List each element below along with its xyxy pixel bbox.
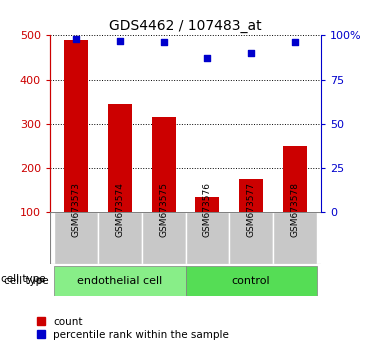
Text: GSM673574: GSM673574	[115, 182, 125, 237]
Bar	[152, 117, 176, 212]
Bar	[55, 266, 186, 296]
Text: cell type: cell type	[4, 275, 48, 286]
Text: cell type: cell type	[1, 274, 46, 284]
Bar	[55, 212, 98, 264]
Point	[204, 56, 210, 61]
Text: GSM673573: GSM673573	[72, 182, 81, 237]
Text: endothelial cell: endothelial cell	[77, 275, 162, 286]
Bar	[229, 212, 273, 264]
Point	[292, 40, 298, 45]
Title: GDS4462 / 107483_at: GDS4462 / 107483_at	[109, 19, 262, 33]
Point	[117, 38, 123, 44]
Text: GSM673578: GSM673578	[290, 182, 299, 237]
Text: GSM673577: GSM673577	[246, 182, 256, 237]
Bar	[142, 212, 186, 264]
Legend: count, percentile rank within the sample: count, percentile rank within the sample	[37, 317, 229, 340]
Text: control: control	[232, 275, 270, 286]
Bar	[64, 40, 88, 212]
Bar	[108, 104, 132, 212]
Text: GSM673575: GSM673575	[159, 182, 168, 237]
Bar	[186, 212, 229, 264]
Bar	[195, 197, 219, 212]
Point	[161, 40, 167, 45]
Point	[73, 36, 79, 42]
Point	[248, 50, 254, 56]
Bar	[239, 179, 263, 212]
Bar	[186, 266, 316, 296]
Bar	[273, 212, 316, 264]
Bar	[283, 146, 307, 212]
Text: GSM673576: GSM673576	[203, 182, 212, 237]
Bar	[98, 212, 142, 264]
